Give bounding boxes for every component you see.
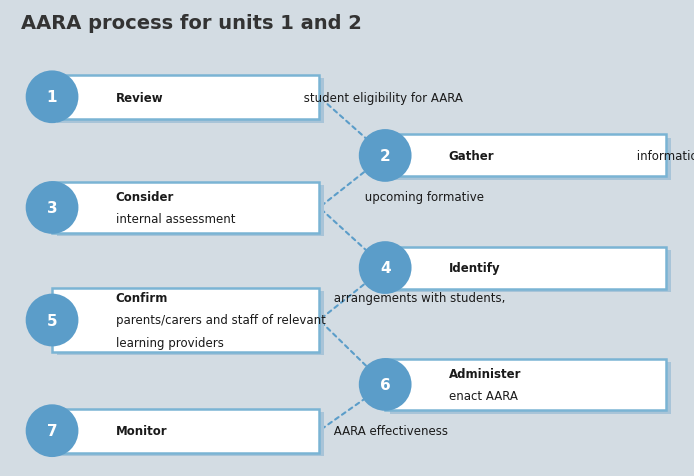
Ellipse shape [359,130,412,182]
Text: enact AARA: enact AARA [449,389,518,402]
Text: 6: 6 [380,377,391,392]
Text: upcoming formative: upcoming formative [361,190,484,203]
FancyBboxPatch shape [57,79,324,123]
Text: Administer: Administer [449,367,521,380]
Ellipse shape [26,182,78,234]
Ellipse shape [26,71,78,124]
Ellipse shape [26,405,78,457]
Ellipse shape [359,358,412,411]
FancyBboxPatch shape [390,362,671,414]
Text: Monitor: Monitor [116,425,167,437]
Text: arrangements with students,: arrangements with students, [330,291,506,304]
Text: parents/carers and staff of relevant: parents/carers and staff of relevant [116,314,325,327]
Text: student eligibility for AARA: student eligibility for AARA [300,91,462,104]
Text: 3: 3 [46,200,58,216]
Text: AARA process for units 1 and 2: AARA process for units 1 and 2 [21,14,362,33]
Ellipse shape [359,242,412,294]
FancyBboxPatch shape [385,359,666,410]
Text: 1: 1 [46,90,58,105]
Text: Consider: Consider [116,190,174,203]
Text: 4: 4 [380,260,391,276]
Text: Confirm: Confirm [116,291,168,304]
Text: Review: Review [116,91,163,104]
Ellipse shape [26,294,78,347]
FancyBboxPatch shape [52,76,319,120]
FancyBboxPatch shape [57,412,324,456]
Text: Gather: Gather [449,149,494,163]
FancyBboxPatch shape [57,186,324,237]
FancyBboxPatch shape [57,291,324,356]
FancyBboxPatch shape [390,139,671,180]
FancyBboxPatch shape [385,247,666,289]
Text: internal assessment: internal assessment [116,212,235,226]
FancyBboxPatch shape [52,288,319,352]
Text: 2: 2 [380,149,391,164]
FancyBboxPatch shape [385,135,666,177]
Text: learning providers: learning providers [116,336,223,349]
Text: 7: 7 [46,423,58,438]
Text: AARA effectiveness: AARA effectiveness [330,425,448,437]
FancyBboxPatch shape [52,182,319,233]
Text: Identify: Identify [449,261,500,275]
Text: 5: 5 [46,313,58,328]
FancyBboxPatch shape [52,409,319,453]
Text: information: information [633,149,694,163]
FancyBboxPatch shape [390,250,671,292]
